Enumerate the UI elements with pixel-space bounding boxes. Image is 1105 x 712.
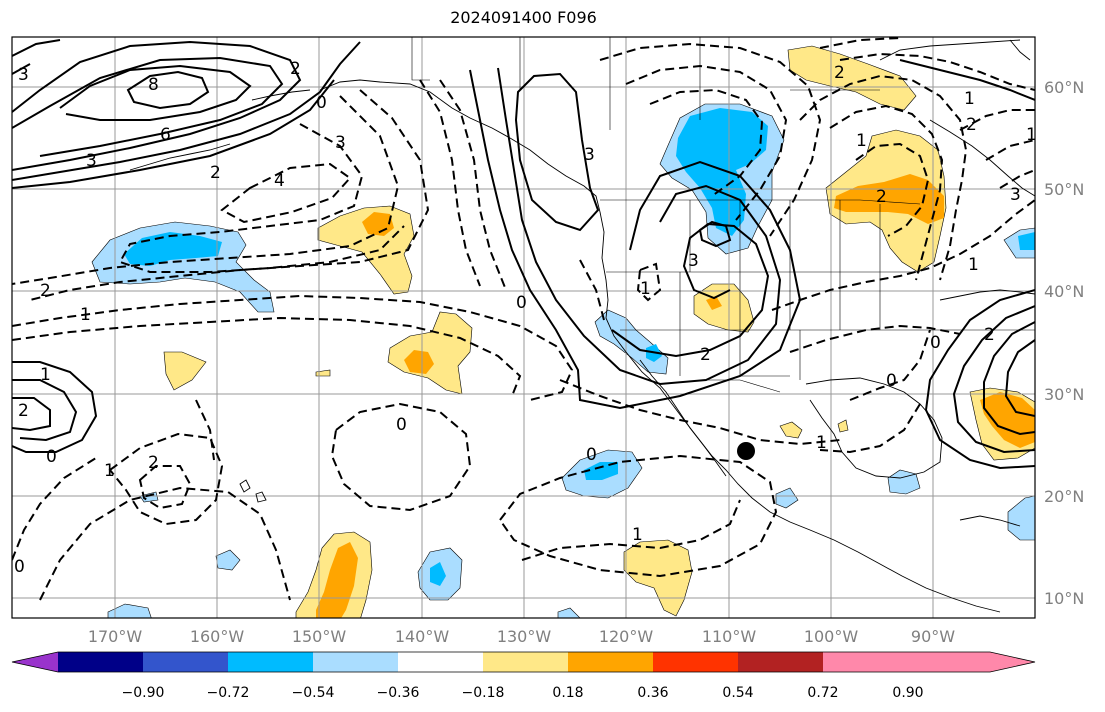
colorbar-tick: −0.72 [207, 685, 250, 701]
contour-label: 1 [856, 131, 867, 151]
contour-label: 0 [886, 371, 897, 391]
lon-label: 150°W [292, 627, 347, 646]
contour-label: 3 [18, 65, 29, 85]
contour-label: 1 [640, 279, 651, 299]
political-borders [411, 37, 1035, 393]
colorbar-tick: −0.54 [292, 685, 335, 701]
location-marker [737, 442, 755, 460]
colorbar-segment [738, 652, 823, 672]
colorbar-tick: 0.54 [722, 685, 753, 701]
contour-label: 0 [586, 445, 597, 465]
contour-label: 0 [396, 415, 407, 435]
lon-label: 140°W [395, 627, 450, 646]
colorbar-segment [313, 652, 398, 672]
contour-label: 0 [46, 447, 57, 467]
colorbar-segment [143, 652, 228, 672]
map-content [12, 37, 1035, 618]
contour-labels: 8 6 3 3 2 4 2 3 1 1 0 0 3 2 1 1 3 0 2 1 … [14, 59, 1037, 577]
colorbar-outline [11, 651, 1036, 673]
lat-label: 20°N [1044, 487, 1084, 506]
colorbar-high-extend [908, 652, 1035, 672]
negative-contours [12, 37, 1035, 601]
colorbar-segment [228, 652, 313, 672]
colorbar-tick: −0.18 [462, 685, 505, 701]
colorbar-tick: −0.36 [377, 685, 420, 701]
lon-label: 160°W [190, 627, 245, 646]
colorbar-segment [823, 652, 908, 672]
colorbar-segment [483, 652, 568, 672]
contour-label: 3 [335, 133, 346, 153]
contour-label: 0 [930, 333, 941, 353]
contour-label: 1 [964, 89, 975, 109]
colorbar-tick: 0.18 [552, 685, 583, 701]
contour-label: 1 [816, 433, 827, 453]
colorbar: −0.90 −0.72 −0.54 −0.36 −0.18 0.18 0.36 … [11, 651, 1036, 701]
contour-label: 1 [632, 525, 643, 545]
contour-label: 4 [274, 171, 285, 191]
lat-label: 40°N [1044, 282, 1084, 301]
contour-label: 1 [968, 255, 979, 275]
contour-label: 1 [104, 461, 115, 481]
longitude-labels: 170°W 160°W 150°W 140°W 130°W 120°W 110°… [88, 627, 955, 646]
latitude-labels: 60°N 50°N 40°N 30°N 20°N 10°N [1044, 78, 1084, 608]
contour-label: 1 [80, 305, 91, 325]
lat-label: 30°N [1044, 385, 1084, 404]
positive-contours [12, 39, 1035, 470]
lon-label: 130°W [497, 627, 552, 646]
lon-label: 90°W [911, 627, 955, 646]
colorbar-tick: −0.90 [122, 685, 165, 701]
contour-label: 0 [316, 93, 327, 113]
contour-label: 6 [160, 125, 171, 145]
contour-label: 8 [148, 75, 159, 95]
lon-label: 100°W [804, 627, 859, 646]
contour-label: 2 [40, 281, 51, 301]
map-frame [11, 36, 1036, 619]
lat-label: 10°N [1044, 589, 1084, 608]
contour-label: 3 [688, 251, 699, 271]
contour-label: 0 [516, 293, 527, 313]
contour-label: 2 [148, 453, 159, 473]
contour-label: 1 [40, 365, 51, 385]
contour-label: 2 [18, 401, 29, 421]
colorbar-segment [398, 652, 483, 672]
colorbar-segment [58, 652, 143, 672]
colorbar-tick: 0.90 [892, 685, 923, 701]
contour-label: 1 [1026, 125, 1037, 145]
contour-label: 0 [14, 557, 25, 577]
contour-label: 2 [290, 59, 301, 79]
lon-label: 110°W [702, 627, 757, 646]
contour-label: 2 [700, 345, 711, 365]
lon-label: 120°W [599, 627, 654, 646]
contour-label: 3 [86, 151, 97, 171]
contour-label: 3 [584, 145, 595, 165]
colorbar-low-extend [12, 652, 58, 672]
contour-label: 2 [834, 63, 845, 83]
lat-label: 60°N [1044, 78, 1084, 97]
colorbar-tick: 0.36 [637, 685, 668, 701]
contour-label: 2 [210, 163, 221, 183]
contour-label: 2 [966, 115, 977, 135]
contour-label: 3 [1010, 185, 1021, 205]
colorbar-segment [568, 652, 653, 672]
colorbar-segment [653, 652, 738, 672]
lon-label: 170°W [88, 627, 143, 646]
lat-label: 50°N [1044, 180, 1084, 199]
contour-label: 2 [984, 325, 995, 345]
plot-title: 2024091400 F096 [450, 8, 597, 27]
contour-label: 2 [876, 187, 887, 207]
colorbar-tick: 0.72 [807, 685, 838, 701]
